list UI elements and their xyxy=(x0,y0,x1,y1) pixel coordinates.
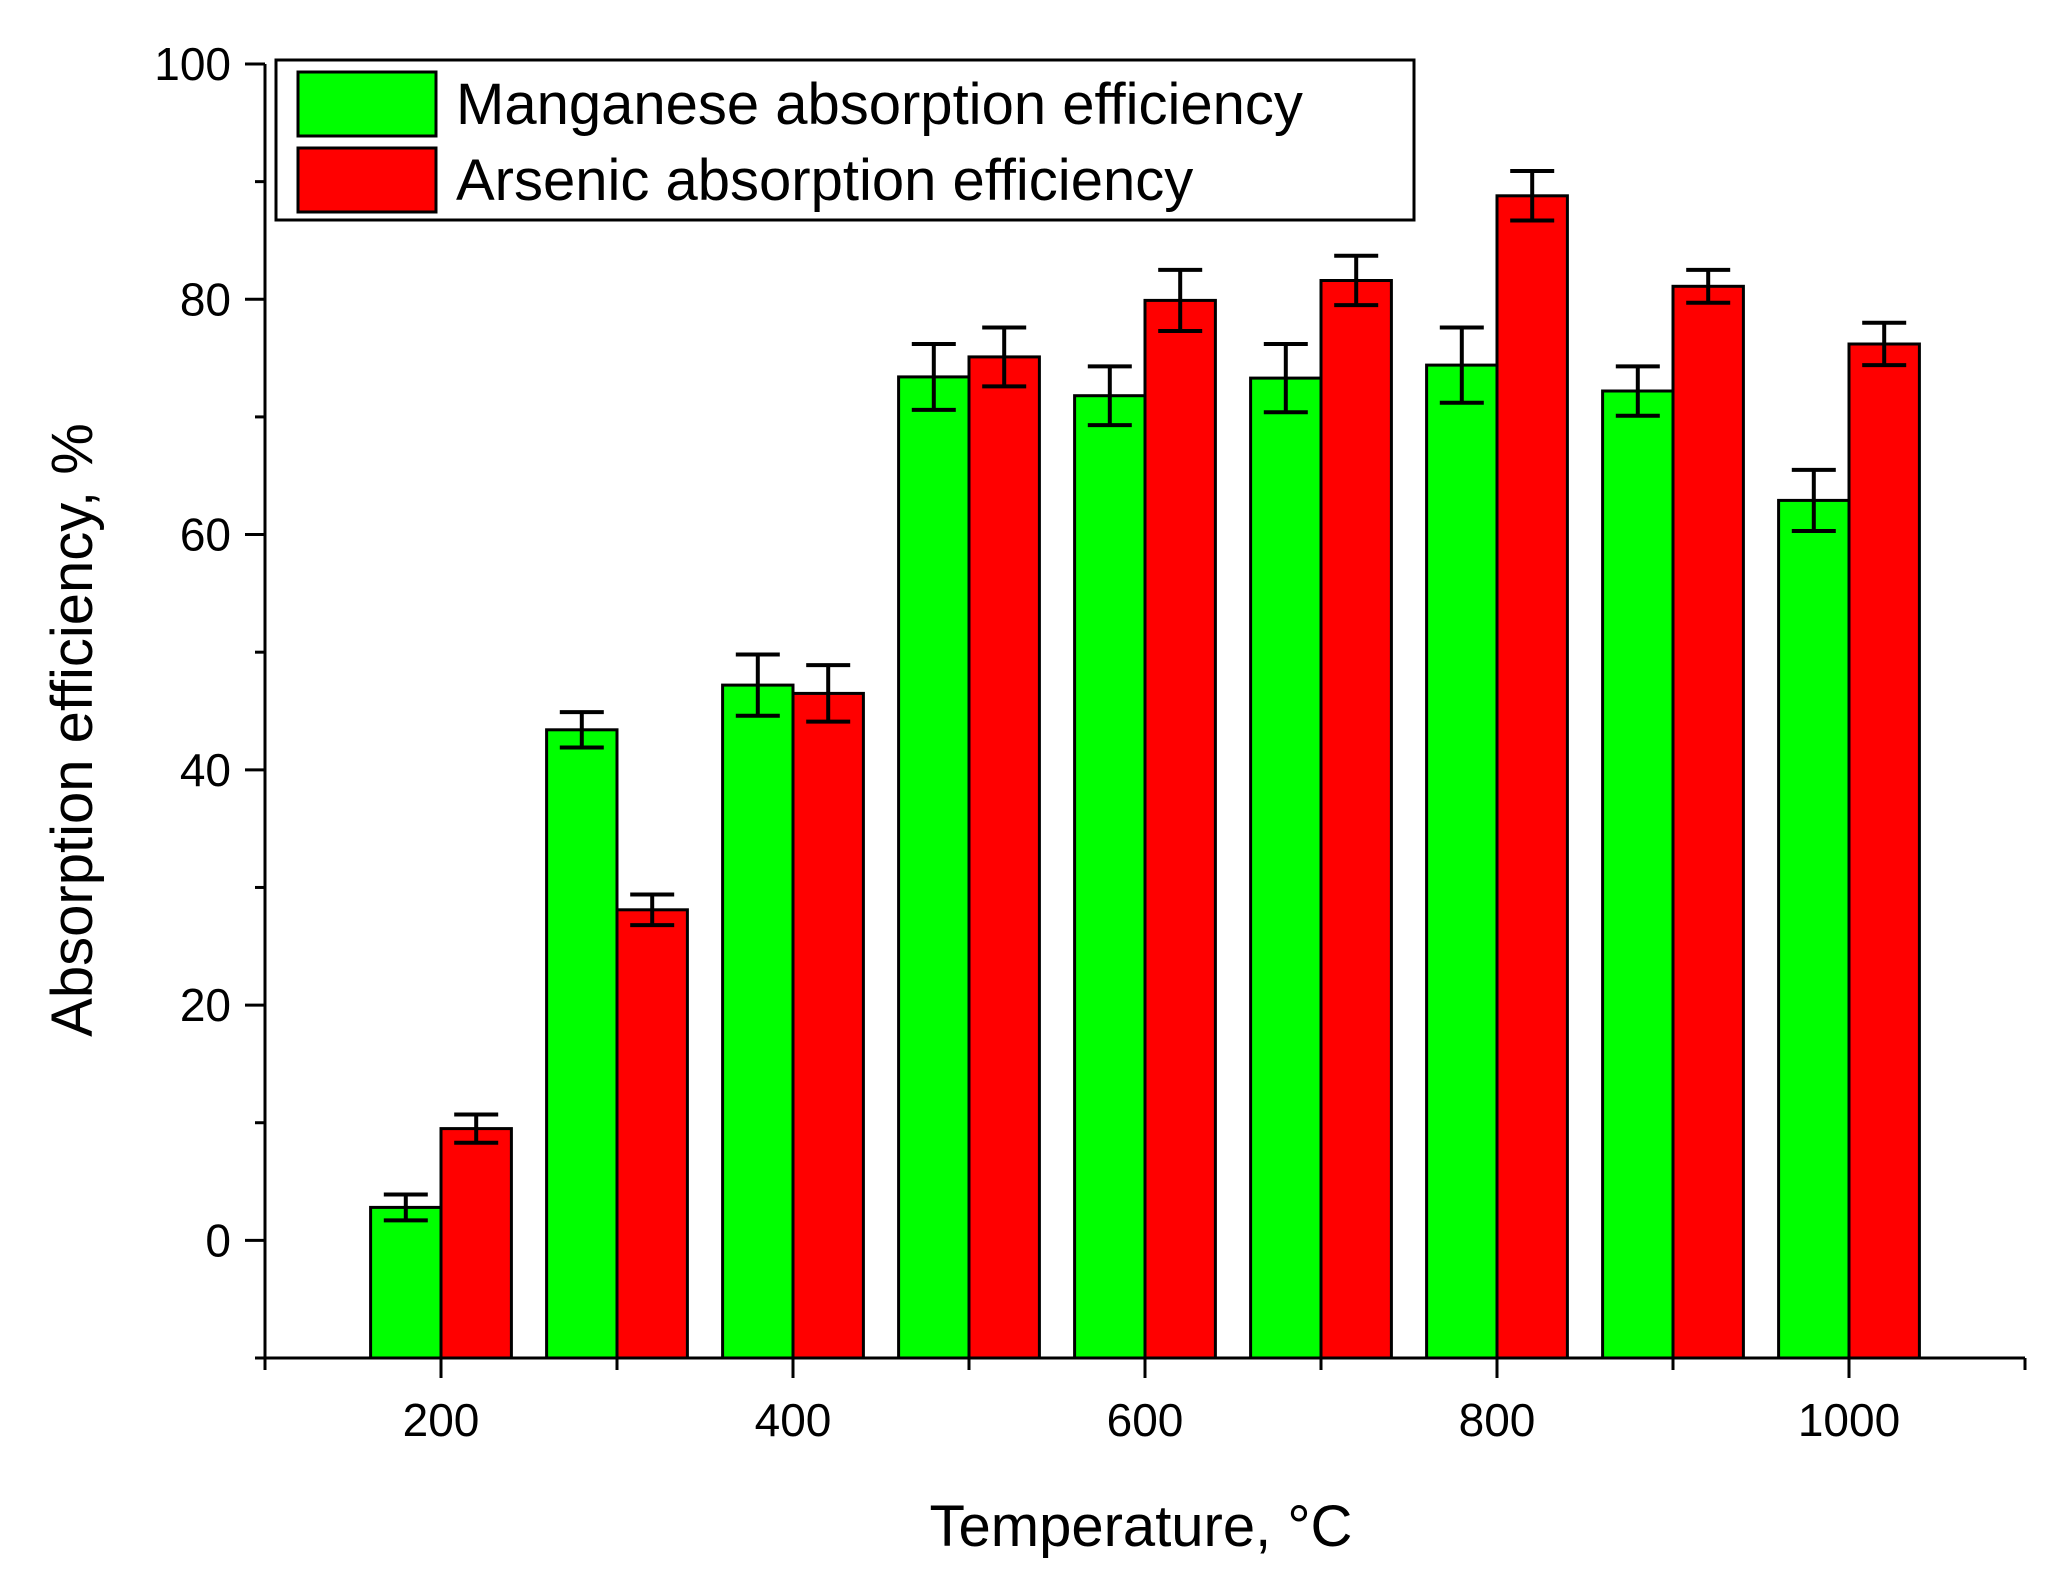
error-bar-manganese-600 xyxy=(1087,364,1132,428)
bar-arsenic-900 xyxy=(1671,284,1745,1360)
x-tick-label-600: 600 xyxy=(1107,1394,1184,1446)
error-bar-arsenic-300 xyxy=(630,892,675,928)
error-bar-manganese-500 xyxy=(911,341,956,412)
legend: Manganese absorption efficiency Arsenic … xyxy=(274,58,1416,222)
error-bar-manganese-1000 xyxy=(1791,467,1836,534)
bar-manganese-600 xyxy=(1073,394,1147,1360)
legend-box xyxy=(274,58,1416,222)
x-tick-label-1000: 1000 xyxy=(1798,1394,1900,1446)
bar-arsenic-500 xyxy=(967,355,1041,1360)
error-bar-arsenic-600 xyxy=(1158,267,1203,334)
bar-arsenic-300 xyxy=(615,908,689,1360)
legend-swatch-manganese xyxy=(296,70,438,138)
bar-manganese-500 xyxy=(897,375,971,1360)
bar-arsenic-600 xyxy=(1143,298,1217,1360)
error-bar-arsenic-900 xyxy=(1686,267,1731,305)
bar-arsenic-200 xyxy=(439,1127,513,1360)
error-bar-manganese-200 xyxy=(383,1192,428,1223)
error-bar-arsenic-200 xyxy=(454,1112,499,1145)
error-bar-manganese-700 xyxy=(1263,341,1308,415)
y-tick-label-100: 100 xyxy=(154,38,231,90)
x-tick-label-400: 400 xyxy=(755,1394,832,1446)
error-bars-layer xyxy=(383,169,1907,1223)
bar-arsenic-700 xyxy=(1319,279,1393,1360)
bar-manganese-800 xyxy=(1425,363,1499,1360)
x-axis-title: Temperature, °C xyxy=(930,1494,1353,1559)
bar-manganese-300 xyxy=(545,728,619,1360)
bar-arsenic-800 xyxy=(1495,194,1569,1360)
x-tick-label-200: 200 xyxy=(403,1394,480,1446)
bar-manganese-400 xyxy=(721,683,795,1360)
y-tick-label-20: 20 xyxy=(180,979,231,1031)
y-tick-label-40: 40 xyxy=(180,744,231,796)
legend-swatch-arsenic xyxy=(296,146,438,214)
y-tick-label-80: 80 xyxy=(180,273,231,325)
y-axis-title: Absorption efficiency, % xyxy=(40,423,105,1037)
bar-manganese-1000 xyxy=(1777,498,1851,1360)
y-tick-label-0: 0 xyxy=(205,1214,231,1266)
bar-manganese-900 xyxy=(1601,389,1675,1360)
error-bar-manganese-400 xyxy=(735,652,780,718)
error-bar-manganese-900 xyxy=(1615,364,1660,418)
legend-label-manganese: Manganese absorption efficiency xyxy=(456,72,1303,137)
error-bar-arsenic-700 xyxy=(1334,253,1379,308)
y-tick-label-60: 60 xyxy=(180,509,231,561)
bar-arsenic-1000 xyxy=(1847,342,1921,1360)
error-bar-arsenic-400 xyxy=(806,663,851,724)
bar-manganese-700 xyxy=(1249,376,1323,1360)
axes-layer: 0 20 40 60 80 100 200 400 600 800 1000 xyxy=(154,38,2027,1446)
bar-arsenic-400 xyxy=(791,691,865,1360)
error-bar-manganese-300 xyxy=(559,710,604,750)
bars-layer xyxy=(369,194,1921,1360)
error-bar-arsenic-500 xyxy=(982,325,1027,389)
legend-label-arsenic: Arsenic absorption efficiency xyxy=(456,148,1193,213)
error-bar-manganese-800 xyxy=(1439,325,1484,405)
x-tick-label-800: 800 xyxy=(1459,1394,1536,1446)
error-bar-arsenic-800 xyxy=(1510,169,1555,223)
bar-manganese-200 xyxy=(369,1205,443,1360)
error-bar-arsenic-1000 xyxy=(1862,320,1907,368)
